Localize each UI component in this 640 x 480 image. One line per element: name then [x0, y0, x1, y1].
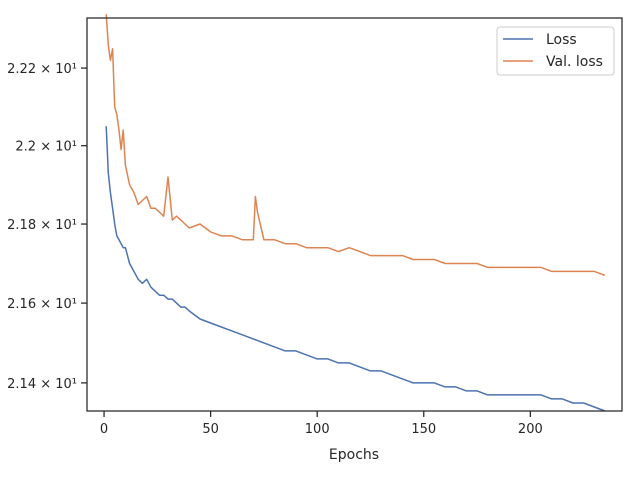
y-axis: 2.14 × 10¹ 2.16 × 10¹ 2.18 × 10¹ 2.2 × 10¹ 2… [7, 62, 87, 392]
x-tick-label-1: 50 [202, 422, 219, 437]
x-tick-label-0: 0 [100, 422, 108, 437]
x-tick-label-4: 200 [518, 422, 543, 437]
series-line-loss [105, 126, 606, 412]
legend-label-loss: Loss [546, 32, 577, 48]
series-line-val-loss [105, 14, 606, 277]
y-tick-label-0: 2.14 × 10¹ [7, 377, 77, 392]
series-layer [105, 14, 606, 412]
x-tick-label-2: 100 [305, 422, 330, 437]
legend: Loss Val. loss [496, 26, 615, 76]
plot-frame [86, 17, 623, 412]
y-tick-label-1: 2.16 × 10¹ [7, 297, 77, 312]
x-axis-label: Epochs [329, 447, 379, 463]
y-tick-label-3: 2.2 × 10¹ [15, 140, 77, 155]
x-axis: 0 50 100 150 200 [100, 411, 543, 437]
y-tick-label-4: 2.22 × 10¹ [7, 62, 77, 77]
y-tick-label-2: 2.18 × 10¹ [7, 218, 77, 233]
x-tick-label-3: 150 [411, 422, 436, 437]
legend-label-val-loss: Val. loss [546, 54, 603, 70]
